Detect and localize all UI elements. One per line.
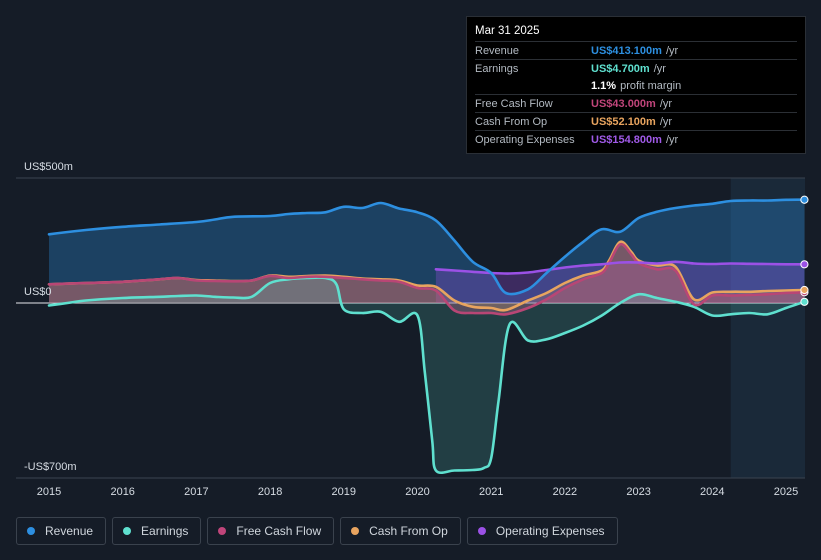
x-tick-label: 2016 bbox=[110, 486, 134, 498]
tooltip-label: Revenue bbox=[475, 44, 520, 57]
x-tick-label: 2018 bbox=[258, 486, 282, 498]
tooltip-row-cash-from-op: Cash From Op US$52.100m /yr bbox=[475, 112, 797, 130]
y-tick-label: US$500m bbox=[24, 161, 73, 173]
legend-label: Earnings bbox=[141, 524, 189, 538]
tooltip-unit: /yr bbox=[659, 115, 673, 128]
tooltip-value: US$4.700m bbox=[591, 62, 650, 75]
tooltip-unit: /yr bbox=[653, 62, 666, 75]
tooltip-value: US$43.000m bbox=[591, 97, 656, 110]
legend-label: Cash From Op bbox=[369, 524, 448, 538]
tooltip-unit: /yr bbox=[665, 133, 679, 146]
tooltip-unit: profit margin bbox=[620, 79, 682, 92]
line-operating-expenses bbox=[434, 260, 806, 275]
forecast-shade-layer bbox=[730, 178, 805, 478]
series-lines bbox=[47, 198, 806, 475]
legend-dot-icon bbox=[477, 527, 486, 535]
y-tick-label: -US$700m bbox=[24, 461, 77, 473]
line-earnings bbox=[47, 276, 806, 475]
legend-dot-icon bbox=[123, 527, 132, 535]
tooltip-label: Cash From Op bbox=[475, 115, 548, 128]
chart-legend: Revenue Earnings Free Cash Flow Cash Fro… bbox=[16, 517, 618, 545]
x-tick-label: 2020 bbox=[405, 486, 429, 498]
endpoint-revenue bbox=[800, 195, 809, 204]
legend-item-revenue[interactable]: Revenue bbox=[16, 517, 107, 545]
legend-label: Operating Expenses bbox=[495, 524, 605, 538]
legend-label: Free Cash Flow bbox=[236, 524, 322, 538]
line-free-cash-flow bbox=[47, 242, 806, 316]
area-revenue bbox=[49, 199, 805, 303]
tooltip-label: Operating Expenses bbox=[475, 133, 575, 146]
tooltip-row-free-cash-flow: Free Cash Flow US$43.000m /yr bbox=[475, 94, 797, 112]
x-tick-label: 2015 bbox=[37, 486, 61, 498]
series-endpoints bbox=[800, 195, 809, 306]
y-tick-label: US$0 bbox=[24, 286, 52, 298]
tooltip-label: Earnings bbox=[475, 62, 519, 75]
tooltip-value: US$52.100m bbox=[591, 115, 656, 128]
legend-item-free-cash-flow[interactable]: Free Cash Flow bbox=[207, 517, 335, 545]
x-tick-label: 2017 bbox=[184, 486, 208, 498]
series-areas bbox=[49, 199, 805, 473]
tooltip-row-operating-expenses: Operating Expenses US$154.800m /yr bbox=[475, 130, 797, 148]
forecast-shade bbox=[730, 178, 805, 478]
legend-item-cash-from-op[interactable]: Cash From Op bbox=[340, 517, 461, 545]
endpoint-earnings bbox=[800, 297, 809, 306]
tooltip-value: 1.1% bbox=[591, 79, 617, 92]
x-tick-label: 2021 bbox=[479, 486, 503, 498]
endpoint-cash-from-op bbox=[800, 285, 809, 295]
x-tick-label: 2022 bbox=[553, 486, 577, 498]
x-tick-label: 2023 bbox=[626, 486, 650, 498]
x-tick-label: 2025 bbox=[774, 486, 798, 498]
endpoint-operating-expenses bbox=[800, 260, 809, 269]
tooltip-row-earnings: Earnings US$4.700m /yr bbox=[475, 59, 797, 77]
tooltip-date: Mar 31 2025 bbox=[475, 25, 540, 37]
axis-labels: US$500m US$0 -US$700m 2015 2016 2017 2018 2019 2… bbox=[24, 161, 798, 498]
line-revenue bbox=[47, 198, 806, 296]
tooltip-unit: /yr bbox=[665, 44, 679, 57]
legend-dot-icon bbox=[218, 527, 227, 535]
area-earnings bbox=[49, 277, 805, 473]
x-tick-label: 2024 bbox=[700, 486, 724, 498]
data-tooltip: Mar 31 2025 Revenue US$413.100m /yr Earn… bbox=[466, 16, 806, 154]
legend-label: Revenue bbox=[45, 524, 94, 538]
legend-item-operating-expenses[interactable]: Operating Expenses bbox=[466, 517, 618, 545]
area-cash-from-op bbox=[49, 241, 805, 311]
tooltip-value: US$154.800m bbox=[591, 133, 662, 146]
tooltip-row-revenue: Revenue US$413.100m /yr bbox=[475, 41, 797, 59]
x-tick-label: 2019 bbox=[332, 486, 356, 498]
tooltip-label: Free Cash Flow bbox=[475, 97, 553, 110]
legend-dot-icon bbox=[351, 527, 360, 535]
gridlines bbox=[16, 177, 805, 479]
legend-dot-icon bbox=[27, 527, 35, 535]
tooltip-row-profit-margin: 1.1% profit margin bbox=[475, 77, 797, 94]
tooltip-value: US$413.100m bbox=[591, 44, 662, 57]
tooltip-unit: /yr bbox=[659, 97, 673, 110]
legend-item-earnings[interactable]: Earnings bbox=[112, 517, 202, 545]
